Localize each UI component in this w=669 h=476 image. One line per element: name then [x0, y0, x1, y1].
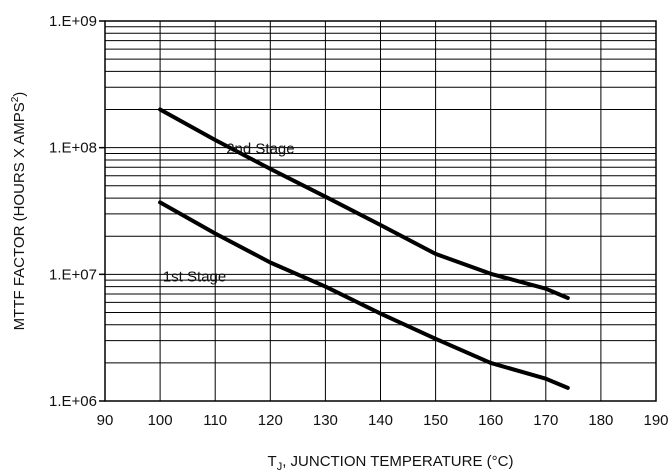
- x-tick-label: 140: [368, 412, 393, 429]
- x-tick-label: 100: [148, 412, 173, 429]
- x-tick-label: 160: [478, 412, 503, 429]
- x-axis-title-main: T: [268, 453, 277, 470]
- plot-frame: [104, 20, 657, 402]
- grid: [99, 20, 657, 402]
- y-tick-label: 1.E+09: [49, 13, 97, 30]
- series-label-second-stage: 2nd Stage: [226, 141, 294, 158]
- y-tick-label: 1.E+06: [49, 393, 97, 410]
- x-axis-title-rest: , JUNCTION TEMPERATURE (°C): [282, 453, 513, 470]
- x-tick-label: 90: [97, 412, 114, 429]
- y-axis-title-end: ): [11, 92, 28, 97]
- x-tick-label: 180: [588, 412, 613, 429]
- x-tick-label: 110: [203, 412, 227, 429]
- series-line-second-stage: [158, 107, 570, 300]
- y-tick-label: 1.E+07: [49, 266, 97, 283]
- series-lines: [158, 107, 570, 390]
- x-axis-title: TJ, JUNCTION TEMPERATURE (°C): [268, 453, 514, 473]
- y-axis-title-main: MTTF FACTOR (HOURS X AMPS: [11, 102, 28, 330]
- x-axis-title-subscript: J: [277, 461, 283, 473]
- x-tick-label: 150: [423, 412, 448, 429]
- x-tick-labels: 90 100 110 120 130 140 150 160 170 180 190: [97, 412, 669, 429]
- y-axis-title-superscript: 2: [10, 96, 21, 102]
- series-label-first-stage: 1st Stage: [163, 268, 226, 285]
- y-tick-label: 1.E+08: [49, 140, 97, 157]
- x-tick-label: 130: [313, 412, 338, 429]
- x-tick-label: 190: [643, 412, 668, 429]
- x-tick-label: 120: [258, 412, 283, 429]
- y-axis-title: MTTF FACTOR (HOURS X AMPS2): [10, 92, 28, 331]
- series-labels: 2nd Stage 1st Stage: [163, 141, 295, 286]
- series-line-first-stage: [158, 200, 570, 390]
- y-tick-labels: 1.E+06 1.E+07 1.E+08 1.E+09: [49, 13, 97, 410]
- x-tick-label: 170: [533, 412, 558, 429]
